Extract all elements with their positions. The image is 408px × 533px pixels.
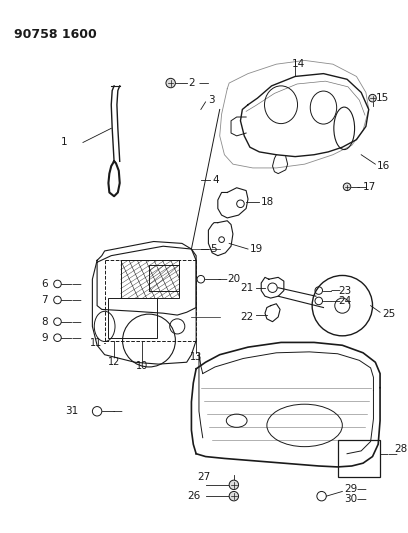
Text: —: —: [330, 286, 340, 296]
Bar: [121, 260, 179, 298]
Text: 4: 4: [212, 175, 219, 185]
Text: 3: 3: [208, 95, 215, 105]
Text: —: —: [72, 333, 81, 343]
Text: —: —: [330, 296, 340, 306]
Text: 12: 12: [108, 357, 120, 367]
Circle shape: [229, 491, 239, 501]
Text: 1: 1: [61, 138, 68, 148]
Text: —: —: [218, 274, 228, 284]
Text: —: —: [357, 182, 366, 192]
Text: —: —: [72, 317, 81, 327]
Circle shape: [369, 94, 376, 102]
Circle shape: [343, 183, 351, 191]
Text: —: —: [72, 279, 81, 289]
Text: 29: 29: [344, 483, 357, 494]
Text: 17: 17: [363, 182, 376, 192]
Text: —: —: [199, 78, 209, 88]
Text: 15: 15: [376, 93, 390, 103]
Text: 7: 7: [42, 295, 48, 305]
Text: 90758 1600: 90758 1600: [14, 28, 97, 42]
Text: —: —: [112, 406, 122, 416]
Text: 31: 31: [65, 406, 78, 416]
Text: 10: 10: [136, 361, 149, 371]
Text: 5: 5: [210, 244, 217, 254]
Text: 28: 28: [394, 444, 408, 454]
Text: 9: 9: [42, 333, 48, 343]
Text: 2: 2: [188, 78, 195, 88]
Text: 21: 21: [240, 282, 254, 293]
Text: 30: 30: [344, 494, 357, 504]
Circle shape: [166, 78, 175, 88]
Text: 20: 20: [227, 274, 240, 284]
Text: 11: 11: [90, 338, 102, 349]
Text: 16: 16: [377, 161, 390, 171]
Text: —: —: [357, 494, 366, 504]
Text: 26: 26: [188, 491, 201, 501]
Text: —: —: [72, 295, 81, 305]
Text: 8: 8: [42, 317, 48, 327]
Text: 24: 24: [339, 296, 352, 306]
Text: 19: 19: [250, 244, 263, 254]
Bar: [149, 265, 179, 292]
Text: —: —: [388, 449, 397, 459]
Text: 22: 22: [240, 312, 254, 322]
Text: 6: 6: [42, 279, 48, 289]
Bar: [109, 298, 157, 338]
Text: 23: 23: [339, 286, 352, 296]
Bar: [337, 440, 380, 478]
Text: 13: 13: [190, 352, 202, 361]
Circle shape: [229, 480, 239, 490]
Text: 18: 18: [261, 197, 275, 207]
Text: 27: 27: [197, 472, 210, 482]
Text: 25: 25: [382, 309, 395, 319]
Text: —: —: [357, 483, 366, 494]
Text: 14: 14: [291, 59, 305, 69]
